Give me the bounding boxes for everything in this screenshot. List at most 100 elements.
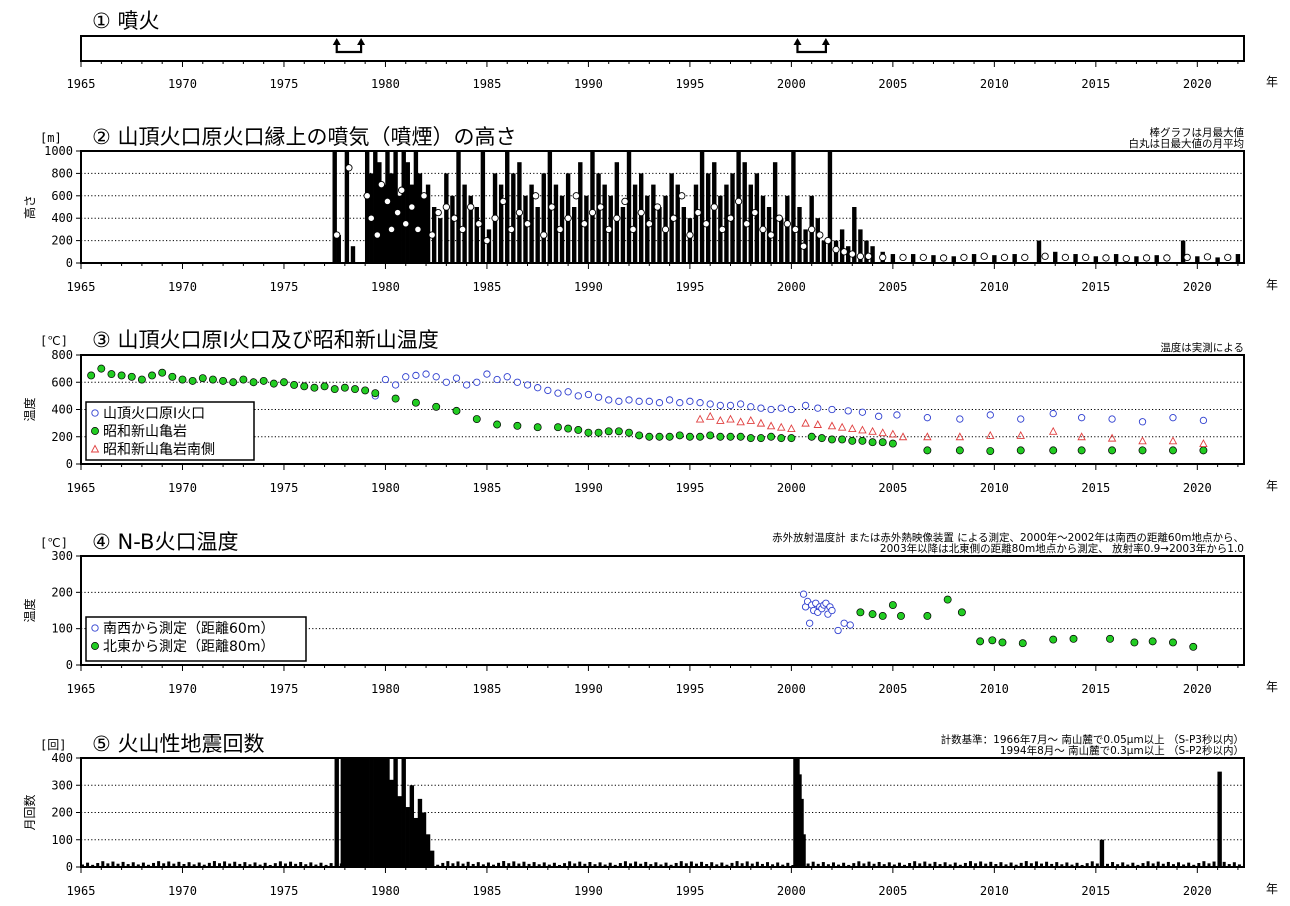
data-point	[523, 381, 532, 389]
bar	[590, 151, 595, 263]
bar	[332, 151, 337, 263]
bar	[364, 758, 370, 867]
bar	[858, 229, 863, 263]
data-point	[1108, 415, 1116, 423]
baseline-bar	[167, 861, 171, 867]
baseline-bar	[750, 863, 754, 867]
baseline-bar	[238, 863, 242, 867]
data-point	[402, 373, 410, 381]
bar	[1134, 256, 1139, 263]
data-point	[483, 236, 491, 245]
bar	[1217, 771, 1222, 867]
baseline-bar	[202, 864, 206, 867]
data-point	[594, 393, 603, 401]
bar	[529, 184, 534, 263]
data-point	[391, 394, 400, 403]
y-tick-label: 200	[51, 585, 73, 599]
bar	[389, 779, 394, 867]
bar	[1073, 254, 1078, 263]
panel-note: 温度は実測による	[1160, 341, 1244, 354]
baseline-bar	[1177, 862, 1181, 867]
data-point	[767, 231, 775, 239]
data-point	[1224, 253, 1232, 262]
data-point	[613, 214, 621, 222]
x-tick-label: 1975	[270, 280, 299, 294]
baseline-bar	[426, 864, 430, 867]
data-point	[475, 220, 483, 228]
data-point	[1077, 446, 1086, 455]
data-point	[534, 384, 542, 392]
bar	[951, 256, 956, 263]
data-point	[1049, 635, 1058, 644]
data-point	[290, 381, 299, 389]
bar	[421, 195, 427, 263]
data-point	[980, 252, 988, 260]
data-point	[756, 434, 765, 443]
panel-note: 1994年8月～ 南山麓で0.3μm以上 （S-P2秒以内）	[1000, 744, 1244, 757]
plot-area	[332, 151, 1241, 263]
x-tick-label: 2010	[980, 77, 1009, 91]
data-point	[605, 396, 613, 404]
baseline-bar	[278, 861, 282, 867]
data-point	[806, 619, 814, 627]
baseline-bar	[1126, 864, 1130, 867]
baseline-bar	[141, 862, 145, 867]
data-point	[361, 386, 370, 395]
baseline-bar	[700, 861, 704, 867]
baseline-bar	[243, 862, 247, 867]
bar	[815, 218, 820, 263]
baseline-bar	[1202, 861, 1206, 867]
baseline-bar	[999, 862, 1003, 867]
data-point	[817, 434, 826, 443]
baseline-bar	[309, 862, 313, 867]
baseline-bar	[578, 861, 582, 867]
y-tick-label: 600	[51, 375, 73, 389]
bar	[657, 207, 662, 263]
baseline-bar	[91, 864, 95, 867]
baseline-bar	[725, 864, 729, 867]
data-point	[513, 378, 522, 386]
bar	[456, 151, 461, 263]
baseline-bar	[674, 862, 678, 867]
data-point	[988, 636, 997, 645]
data-point	[960, 253, 968, 262]
x-tick-label: 1995	[675, 77, 704, 91]
data-point	[767, 405, 775, 414]
data-point	[442, 378, 450, 386]
bar	[498, 184, 504, 263]
bar	[381, 758, 386, 867]
data-point	[986, 411, 994, 419]
baseline-bar	[892, 864, 896, 867]
data-point	[635, 431, 644, 440]
baseline-bar	[1207, 863, 1211, 867]
x-tick-label: 2005	[878, 280, 907, 294]
bar	[1099, 839, 1105, 867]
y-tick-label: 200	[51, 234, 73, 248]
x-unit-label: 年	[1266, 75, 1278, 89]
legend-marker	[91, 624, 99, 632]
baseline-bar	[557, 864, 561, 867]
baseline-bar	[989, 861, 993, 867]
baseline-bar	[573, 863, 577, 867]
data-point	[377, 180, 386, 189]
bar	[1154, 255, 1159, 263]
bar	[397, 796, 402, 867]
data-point	[1021, 253, 1029, 262]
baseline-bar	[984, 863, 988, 867]
bar	[791, 151, 796, 263]
x-tick-label: 1995	[675, 481, 704, 495]
data-point	[1102, 254, 1110, 262]
data-point	[1169, 446, 1177, 455]
bar	[1036, 240, 1042, 263]
data-point	[1122, 254, 1130, 263]
data-point	[676, 399, 684, 407]
data-point	[178, 375, 187, 384]
x-tick-label: 1965	[67, 481, 96, 495]
data-point	[751, 208, 759, 217]
baseline-bar	[603, 864, 607, 867]
data-point	[1016, 430, 1025, 439]
bar	[827, 151, 833, 263]
data-point	[665, 432, 674, 441]
data-point	[878, 612, 887, 620]
data-point	[422, 370, 430, 378]
